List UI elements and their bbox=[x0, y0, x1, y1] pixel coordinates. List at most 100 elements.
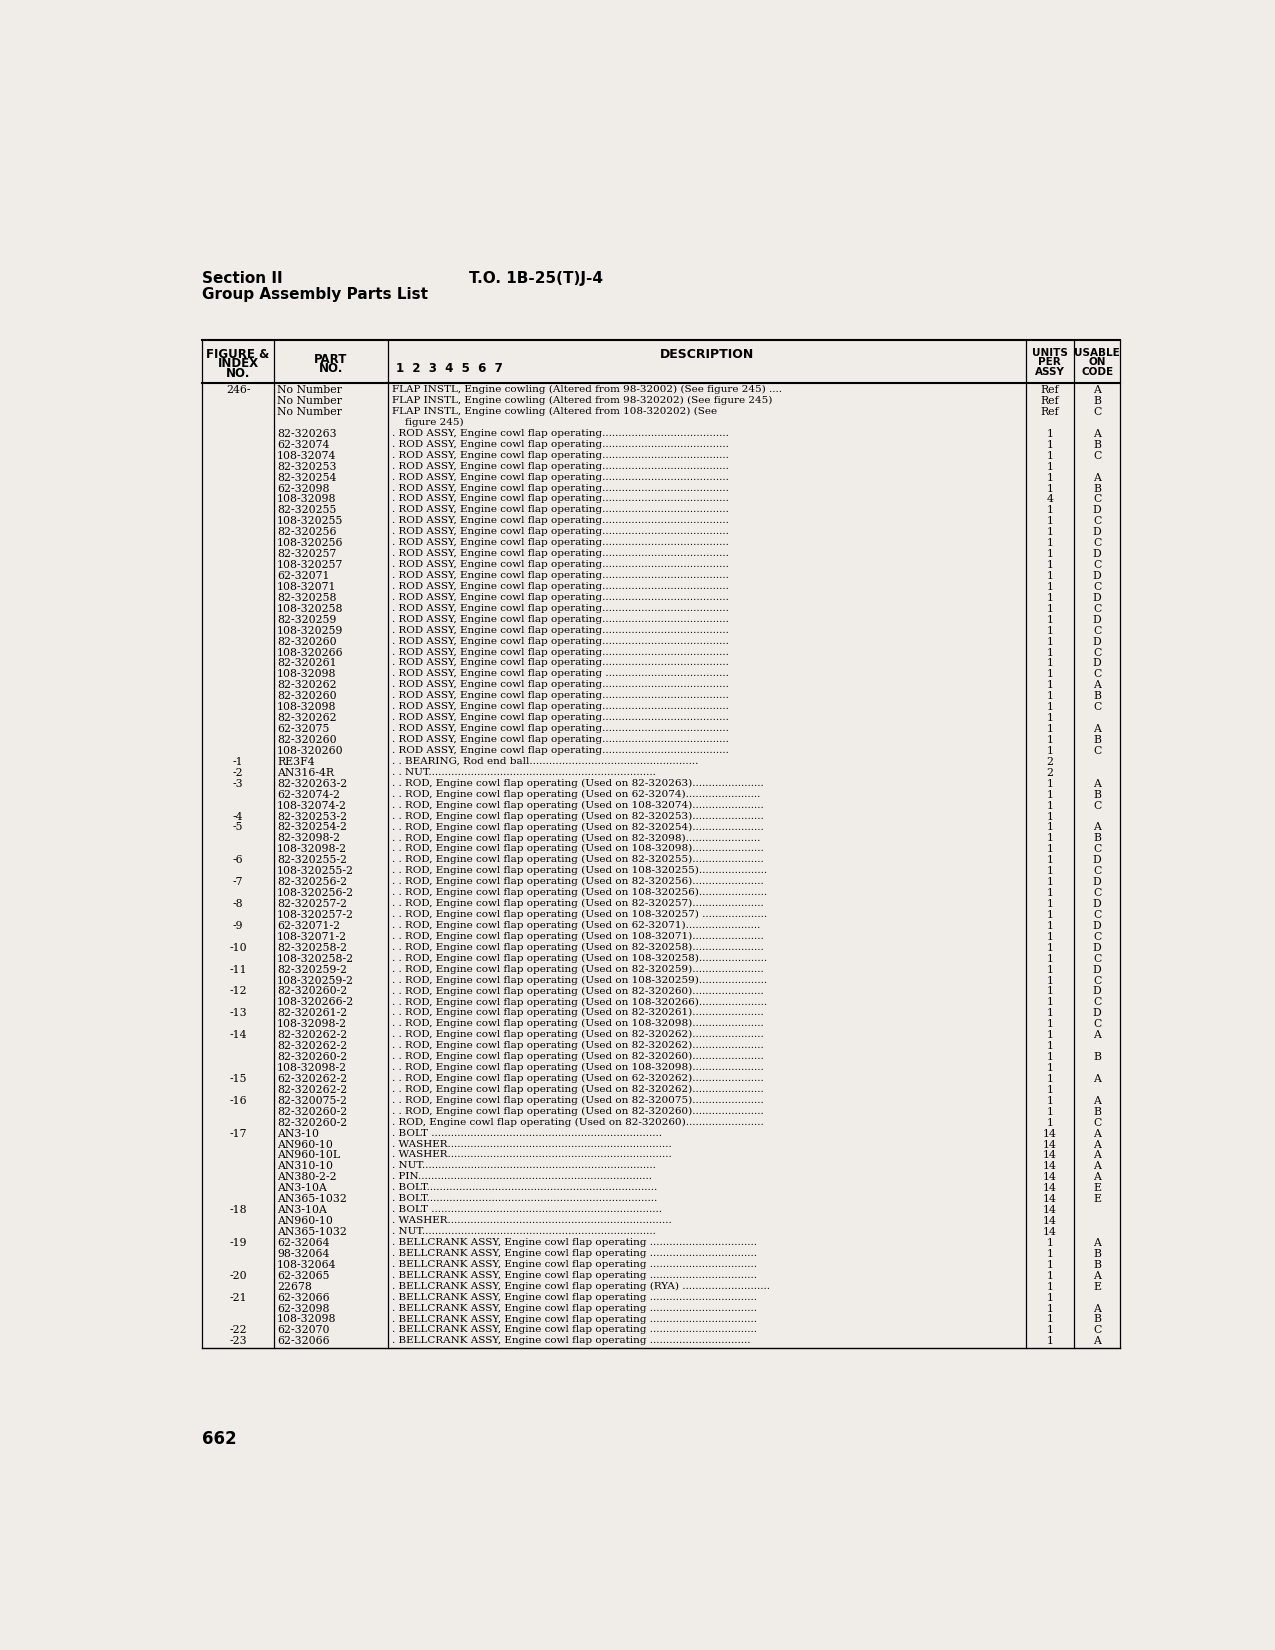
Text: 108-32098: 108-32098 bbox=[277, 495, 337, 505]
Text: B: B bbox=[1093, 441, 1102, 450]
Text: 108-32098-2: 108-32098-2 bbox=[277, 845, 347, 855]
Text: . . ROD, Engine cowl flap operating (Used on 82-320256)......................: . . ROD, Engine cowl flap operating (Use… bbox=[391, 878, 764, 886]
Text: 1: 1 bbox=[1047, 528, 1053, 538]
Text: 1: 1 bbox=[1047, 1117, 1053, 1127]
Text: 1: 1 bbox=[1047, 1270, 1053, 1280]
Text: 1: 1 bbox=[1047, 746, 1053, 756]
Text: 108-32098: 108-32098 bbox=[277, 1315, 337, 1325]
Text: No Number: No Number bbox=[277, 396, 342, 406]
Text: . ROD ASSY, Engine cowl flap operating.......................................: . ROD ASSY, Engine cowl flap operating..… bbox=[391, 505, 729, 515]
Text: . . ROD, Engine cowl flap operating (Used on 62-32071).......................: . . ROD, Engine cowl flap operating (Use… bbox=[391, 921, 760, 931]
Text: . ROD ASSY, Engine cowl flap operating.......................................: . ROD ASSY, Engine cowl flap operating..… bbox=[391, 713, 729, 723]
Text: 246-: 246- bbox=[226, 384, 250, 394]
Text: B: B bbox=[1093, 1249, 1102, 1259]
Text: 1: 1 bbox=[1047, 909, 1053, 921]
Text: C: C bbox=[1093, 909, 1102, 921]
Text: 108-32098: 108-32098 bbox=[277, 670, 337, 680]
Text: 1: 1 bbox=[1047, 1030, 1053, 1040]
Text: . ROD ASSY, Engine cowl flap operating.......................................: . ROD ASSY, Engine cowl flap operating..… bbox=[391, 615, 729, 624]
Text: 14: 14 bbox=[1043, 1162, 1057, 1172]
Text: 108-32071: 108-32071 bbox=[277, 582, 337, 592]
Text: . ROD ASSY, Engine cowl flap operating.......................................: . ROD ASSY, Engine cowl flap operating..… bbox=[391, 625, 729, 635]
Text: INDEX: INDEX bbox=[218, 358, 259, 370]
Text: D: D bbox=[1093, 505, 1102, 515]
Text: . WASHER.....................................................................: . WASHER................................… bbox=[391, 1150, 672, 1160]
Text: 62-32074-2: 62-32074-2 bbox=[277, 790, 340, 800]
Text: 1: 1 bbox=[1047, 822, 1053, 833]
Text: 1: 1 bbox=[1047, 1261, 1053, 1270]
Text: 1: 1 bbox=[1047, 866, 1053, 876]
Text: No Number: No Number bbox=[277, 384, 342, 394]
Text: 1: 1 bbox=[1047, 1020, 1053, 1030]
Text: AN3-10A: AN3-10A bbox=[277, 1183, 328, 1193]
Text: 1: 1 bbox=[1047, 680, 1053, 690]
Text: 1: 1 bbox=[1047, 538, 1053, 548]
Text: 82-320258: 82-320258 bbox=[277, 592, 337, 602]
Text: Ref: Ref bbox=[1040, 384, 1060, 394]
Text: 108-32074-2: 108-32074-2 bbox=[277, 800, 347, 810]
Text: 62-32071-2: 62-32071-2 bbox=[277, 921, 340, 931]
Text: 1: 1 bbox=[1047, 1304, 1053, 1313]
Text: . BELLCRANK ASSY, Engine cowl flap operating ...............................: . BELLCRANK ASSY, Engine cowl flap opera… bbox=[391, 1336, 751, 1345]
Text: . WASHER.....................................................................: . WASHER................................… bbox=[391, 1140, 672, 1148]
Text: 1: 1 bbox=[1047, 997, 1053, 1008]
Text: -5: -5 bbox=[233, 822, 244, 833]
Text: 1: 1 bbox=[1047, 516, 1053, 526]
Text: 1: 1 bbox=[1047, 1096, 1053, 1106]
Text: . ROD ASSY, Engine cowl flap operating.......................................: . ROD ASSY, Engine cowl flap operating..… bbox=[391, 647, 729, 657]
Text: D: D bbox=[1093, 921, 1102, 931]
Text: AN3-10: AN3-10 bbox=[277, 1129, 319, 1138]
Text: 1: 1 bbox=[1047, 647, 1053, 658]
Text: 1: 1 bbox=[1047, 691, 1053, 701]
Text: A: A bbox=[1093, 1336, 1102, 1346]
Text: . . ROD, Engine cowl flap operating (Used on 108-32098)......................: . . ROD, Engine cowl flap operating (Use… bbox=[391, 1063, 764, 1073]
Text: C: C bbox=[1093, 888, 1102, 898]
Text: . WASHER.....................................................................: . WASHER................................… bbox=[391, 1216, 672, 1224]
Text: 1: 1 bbox=[1047, 505, 1053, 515]
Text: 108-32064: 108-32064 bbox=[277, 1261, 337, 1270]
Text: 1: 1 bbox=[1047, 582, 1053, 592]
Text: 1: 1 bbox=[1047, 441, 1053, 450]
Text: A: A bbox=[1093, 1162, 1102, 1172]
Text: 1: 1 bbox=[1047, 703, 1053, 713]
Text: . BELLCRANK ASSY, Engine cowl flap operating (RYA) ...........................: . BELLCRANK ASSY, Engine cowl flap opera… bbox=[391, 1282, 770, 1290]
Text: . . ROD, Engine cowl flap operating (Used on 108-320258).....................: . . ROD, Engine cowl flap operating (Use… bbox=[391, 954, 768, 964]
Text: D: D bbox=[1093, 942, 1102, 952]
Text: 82-320260-2: 82-320260-2 bbox=[277, 987, 347, 997]
Text: 1: 1 bbox=[1047, 987, 1053, 997]
Text: 1: 1 bbox=[1047, 800, 1053, 810]
Text: 1: 1 bbox=[1047, 1336, 1053, 1346]
Text: . PIN........................................................................: . PIN...................................… bbox=[391, 1173, 652, 1181]
Text: A: A bbox=[1093, 1173, 1102, 1183]
Text: . ROD ASSY, Engine cowl flap operating.......................................: . ROD ASSY, Engine cowl flap operating..… bbox=[391, 538, 729, 548]
Text: A: A bbox=[1093, 1129, 1102, 1138]
Text: . . ROD, Engine cowl flap operating (Used on 62-32074).......................: . . ROD, Engine cowl flap operating (Use… bbox=[391, 790, 760, 799]
Text: 1: 1 bbox=[1047, 899, 1053, 909]
Text: . . ROD, Engine cowl flap operating (Used on 82-320253)......................: . . ROD, Engine cowl flap operating (Use… bbox=[391, 812, 764, 820]
Text: B: B bbox=[1093, 483, 1102, 493]
Text: 1: 1 bbox=[1047, 975, 1053, 985]
Text: 108-32098: 108-32098 bbox=[277, 703, 337, 713]
Text: C: C bbox=[1093, 495, 1102, 505]
Text: -18: -18 bbox=[230, 1204, 247, 1214]
Text: -13: -13 bbox=[230, 1008, 247, 1018]
Text: C: C bbox=[1093, 450, 1102, 460]
Text: 108-32074: 108-32074 bbox=[277, 450, 337, 460]
Text: -17: -17 bbox=[230, 1129, 247, 1138]
Text: 82-320260: 82-320260 bbox=[277, 691, 337, 701]
Text: 1: 1 bbox=[1047, 942, 1053, 952]
Text: 1: 1 bbox=[1047, 592, 1053, 602]
Text: ASSY: ASSY bbox=[1035, 366, 1065, 376]
Text: D: D bbox=[1093, 1008, 1102, 1018]
Text: D: D bbox=[1093, 549, 1102, 559]
Text: FLAP INSTL, Engine cowling (Altered from 108-320202) (See: FLAP INSTL, Engine cowling (Altered from… bbox=[391, 408, 717, 416]
Text: 108-320258: 108-320258 bbox=[277, 604, 344, 614]
Text: 4: 4 bbox=[1047, 495, 1053, 505]
Text: . ROD ASSY, Engine cowl flap operating.......................................: . ROD ASSY, Engine cowl flap operating..… bbox=[391, 724, 729, 733]
Text: AN316-4R: AN316-4R bbox=[277, 767, 334, 777]
Text: 82-320075-2: 82-320075-2 bbox=[277, 1096, 347, 1106]
Text: 1: 1 bbox=[1047, 812, 1053, 822]
Text: . . ROD, Engine cowl flap operating (Used on 82-320262)......................: . . ROD, Engine cowl flap operating (Use… bbox=[391, 1041, 764, 1051]
Text: A: A bbox=[1093, 724, 1102, 734]
Text: AN365-1032: AN365-1032 bbox=[277, 1195, 347, 1204]
